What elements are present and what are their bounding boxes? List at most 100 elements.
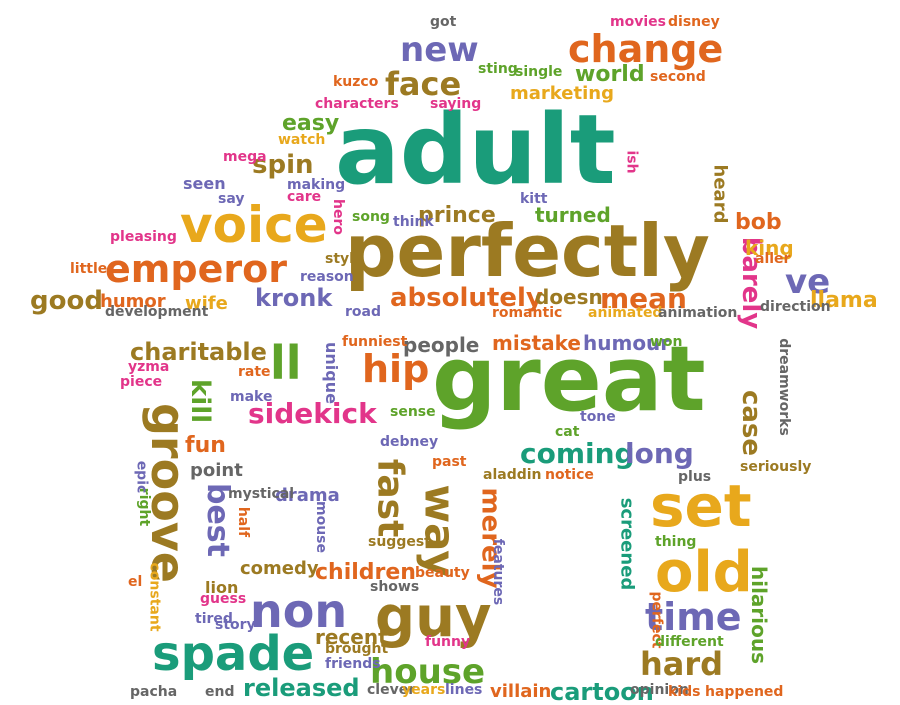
word-movies: movies <box>610 14 666 30</box>
word-prince: prince <box>418 203 496 228</box>
word-non: non <box>250 584 348 638</box>
word-adult: adult <box>335 94 616 206</box>
word-friends: friends <box>325 656 381 672</box>
word-old: old <box>655 540 753 605</box>
word-think: think <box>393 214 434 230</box>
word-second: second <box>650 69 706 85</box>
word-mega: mega <box>223 149 267 165</box>
word-spin: spin <box>252 150 314 180</box>
word-rate: rate <box>238 364 271 380</box>
word-comedy: comedy <box>240 558 319 579</box>
word-brought: brought <box>325 641 389 657</box>
word-spade: spade <box>152 626 315 682</box>
word-way: way <box>415 484 465 578</box>
word-kuzco: kuzco <box>333 74 379 90</box>
word-great: great <box>432 327 706 432</box>
word-constant: constant <box>146 562 163 632</box>
word-piece: piece <box>120 374 163 390</box>
word-romantic: romantic <box>492 305 563 321</box>
word-cat: cat <box>555 424 580 440</box>
word-marketing: marketing <box>510 83 614 104</box>
word-ish: ish <box>623 150 640 174</box>
word-mystical: mystical <box>228 486 295 502</box>
word-saying: saying <box>430 96 482 112</box>
word-case: case <box>736 389 767 457</box>
word-fast: fast <box>369 458 411 538</box>
word-kill: kill <box>185 378 216 424</box>
word-seriously: seriously <box>740 459 812 475</box>
word-end: end <box>205 684 235 700</box>
word-features: features <box>490 538 507 606</box>
word-time: time <box>645 595 742 639</box>
word-point: point <box>190 460 243 481</box>
word-shows: shows <box>370 579 420 595</box>
word-care: care <box>287 189 322 205</box>
word-unique: unique <box>321 342 341 404</box>
word-change: change <box>568 27 724 71</box>
word-hard: hard <box>640 645 724 683</box>
word-funny: funny <box>425 634 471 650</box>
word-easy: easy <box>282 111 340 136</box>
word-mistake: mistake <box>492 331 581 355</box>
word-humor: humor <box>100 291 166 312</box>
word-people: people <box>403 333 480 357</box>
word-guy: guy <box>375 585 492 650</box>
word-story: story <box>215 617 256 633</box>
word-children: children <box>315 560 416 585</box>
word-years: years <box>402 682 446 698</box>
word-characters: characters <box>315 96 399 112</box>
word-animated: animated <box>588 305 663 321</box>
word-king: king <box>745 236 794 260</box>
word-aladdin: aladdin <box>483 467 542 483</box>
word-funniest: funniest <box>342 334 408 350</box>
word-kids: kids <box>668 684 701 700</box>
word-different: different <box>655 634 724 650</box>
word-make: make <box>230 389 273 405</box>
word-seen: seen <box>183 174 226 193</box>
word-ve: ve <box>785 262 831 302</box>
word-epic: epic <box>133 460 150 494</box>
word-recent: recent <box>315 625 388 649</box>
word-kitt: kitt <box>520 191 548 207</box>
word-right: right <box>136 487 153 527</box>
word-released: released <box>243 674 360 702</box>
word-house: house <box>370 652 486 692</box>
word-set: set <box>650 472 752 540</box>
word-guess: guess <box>200 591 247 607</box>
word-dreamworks: dreamworks <box>775 338 792 436</box>
word-heard: heard <box>709 164 731 224</box>
word-villain: villain <box>490 681 552 702</box>
word-humour: humour <box>583 331 671 355</box>
word-hero: hero <box>329 199 346 235</box>
word-reason: reason <box>300 269 354 285</box>
word-lines: lines <box>445 682 483 698</box>
word-suggest: suggest <box>368 534 431 550</box>
word-hilarious: hilarious <box>747 565 772 665</box>
word-clever: clever <box>367 682 416 698</box>
word-screened: screened <box>616 497 638 591</box>
word-sidekick: sidekick <box>248 397 377 430</box>
word-past: past <box>432 454 467 470</box>
word-tone: tone <box>580 409 616 425</box>
word-pacha: pacha <box>130 684 178 700</box>
word-sting: sting <box>478 61 518 77</box>
word-cartoon: cartoon <box>550 678 654 705</box>
word-little: little <box>70 261 108 277</box>
word-yzma: yzma <box>128 359 170 375</box>
word-world: world <box>575 62 645 87</box>
word-fun: fun <box>185 433 226 458</box>
word-opinion: opinion <box>630 682 689 698</box>
word-hip: hip <box>362 347 430 391</box>
word-turned: turned <box>535 203 611 227</box>
word-charitable: charitable <box>130 338 267 366</box>
word-pleasing: pleasing <box>110 229 177 245</box>
word-drama: drama <box>275 485 340 506</box>
word-absolutely: absolutely <box>390 283 543 313</box>
word-style: style <box>325 251 364 267</box>
word-voice: voice <box>180 196 328 254</box>
word-song: song <box>352 209 390 225</box>
word-lion: lion <box>205 578 239 597</box>
word-doesn: doesn <box>535 285 603 309</box>
word-wife: wife <box>185 293 228 314</box>
